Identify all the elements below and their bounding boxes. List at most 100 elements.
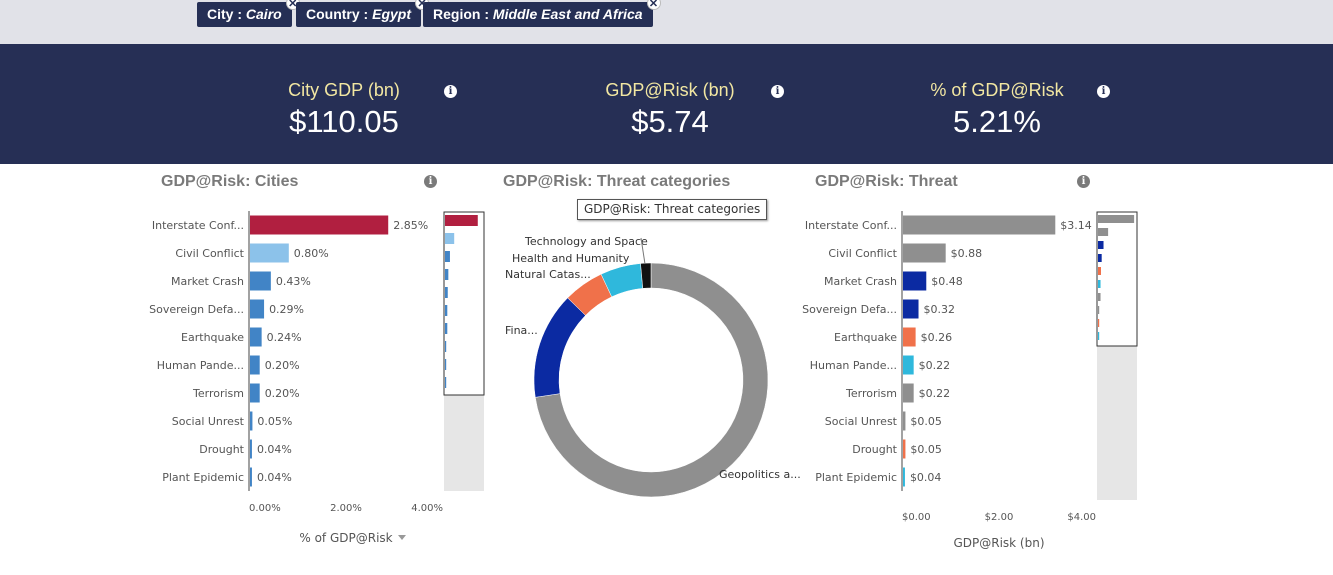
info-icon[interactable]: i — [444, 85, 457, 98]
slice-label: Health and Humanity — [512, 252, 630, 265]
filter-chip-city[interactable]: City : Cairo ✕ — [197, 0, 300, 27]
minimap-bar — [445, 341, 447, 352]
cities-panel-title: GDP@Risk: Cities — [161, 173, 299, 190]
minimap-bar — [1098, 332, 1100, 340]
x-axis-label: % of GDP@Risk — [299, 531, 392, 545]
data-label: 0.20% — [265, 359, 300, 372]
category-label: Drought — [852, 443, 897, 456]
data-label: $0.48 — [931, 275, 963, 288]
bar[interactable] — [903, 355, 914, 375]
minimap-bar — [445, 359, 447, 370]
data-label: $0.05 — [910, 415, 942, 428]
slice-label: Natural Catas... — [505, 268, 591, 281]
bar[interactable] — [903, 411, 906, 431]
threat-categories-donut-chart: Geopolitics a... Fina... Natural Catas... H… — [505, 235, 801, 498]
threat-panel-title: GDP@Risk: Threat — [815, 173, 958, 190]
bar[interactable] — [250, 467, 252, 487]
bar[interactable] — [903, 271, 927, 291]
kpi-label: City GDP (bn) — [288, 80, 400, 100]
donut-slice[interactable] — [535, 262, 769, 498]
chart-tooltip: GDP@Risk: Threat categories — [577, 199, 768, 220]
bar[interactable] — [250, 243, 289, 263]
filter-value: Egypt — [372, 6, 412, 22]
donut-slice[interactable] — [533, 297, 586, 398]
category-label: Human Pande... — [157, 359, 244, 372]
data-label: 0.29% — [269, 303, 304, 316]
filter-bar: City : Cairo ✕ Country : Egypt ✕ Region … — [0, 0, 1333, 44]
x-tick-label: $4.00 — [1067, 512, 1096, 523]
minimap-bar — [1098, 319, 1100, 327]
bar[interactable] — [250, 271, 271, 291]
filter-chip-country[interactable]: Country : Egypt ✕ — [296, 0, 430, 27]
kpi-value: 5.21% — [953, 104, 1041, 139]
chevron-down-icon[interactable] — [398, 535, 406, 540]
filter-key: Country — [306, 6, 360, 22]
minimap-bar — [445, 323, 448, 334]
bar[interactable] — [903, 215, 1056, 235]
minimap-bar — [1098, 267, 1101, 275]
remove-filter-icon[interactable]: ✕ — [646, 0, 661, 10]
bar[interactable] — [903, 439, 906, 459]
slice-label: Technology and Space — [524, 235, 648, 248]
data-label: 0.24% — [267, 331, 302, 344]
data-label: $0.32 — [924, 303, 956, 316]
minimap-bar — [1098, 306, 1100, 314]
info-icon[interactable]: i — [1097, 85, 1110, 98]
data-label: $0.22 — [919, 359, 951, 372]
donut-slice[interactable] — [640, 262, 652, 289]
bar[interactable] — [903, 243, 946, 263]
info-icon[interactable]: i — [1077, 175, 1090, 188]
filter-value: Middle East and Africa — [492, 6, 643, 22]
bar[interactable] — [250, 215, 389, 235]
minimap-bar — [1098, 280, 1101, 288]
category-label: Market Crash — [824, 275, 897, 288]
bar[interactable] — [250, 439, 252, 459]
filter-chip-region[interactable]: Region : Middle East and Africa ✕ — [423, 0, 661, 27]
filter-value: Cairo — [245, 6, 282, 22]
kpi-label: GDP@Risk (bn) — [605, 80, 735, 100]
data-label: 0.80% — [294, 247, 329, 260]
info-icon[interactable]: i — [771, 85, 784, 98]
category-label: Human Pande... — [810, 359, 897, 372]
cities-bar-chart: Interstate Conf... 2.85% Civil Conflict 0.8… — [149, 211, 485, 545]
data-label: $3.14 — [1060, 219, 1092, 232]
threat-categories-panel-title: GDP@Risk: Threat categories — [503, 173, 731, 190]
data-label: 0.05% — [257, 415, 292, 428]
minimap-bar — [445, 287, 448, 298]
kpi-bar: City GDP (bn) $110.05 i GDP@Risk (bn) $5… — [0, 44, 1333, 164]
category-label: Social Unrest — [172, 415, 245, 428]
category-label: Civil Conflict — [828, 247, 897, 260]
bar[interactable] — [250, 383, 260, 403]
category-label: Earthquake — [181, 331, 244, 344]
bar[interactable] — [250, 327, 262, 347]
data-label: $0.05 — [910, 443, 942, 456]
bar[interactable] — [903, 299, 919, 319]
x-tick-label: $0.00 — [902, 512, 931, 523]
x-tick-label: 4.00% — [411, 503, 443, 514]
data-label: 0.04% — [257, 443, 292, 456]
minimap-bar — [445, 251, 450, 262]
minimap-bar — [445, 233, 455, 244]
threat-bar-chart: Interstate Conf... $3.14 Civil Conflict $0.… — [802, 211, 1138, 550]
bar[interactable] — [903, 327, 916, 347]
x-tick-label: 2.00% — [330, 503, 362, 514]
kpi-value: $5.74 — [631, 104, 709, 139]
bar[interactable] — [250, 355, 260, 375]
minimap-bar — [1098, 254, 1102, 262]
data-label: 0.20% — [265, 387, 300, 400]
category-label: Plant Epidemic — [815, 471, 897, 484]
bar[interactable] — [250, 299, 265, 319]
x-tick-label: 0.00% — [249, 503, 281, 514]
data-label: $0.26 — [921, 331, 953, 344]
data-label: 2.85% — [393, 219, 428, 232]
data-label: $0.22 — [919, 387, 951, 400]
data-label: 0.43% — [276, 275, 311, 288]
bar[interactable] — [903, 467, 905, 487]
bar[interactable] — [903, 383, 914, 403]
category-label: Sovereign Defa... — [149, 303, 244, 316]
info-icon[interactable]: i — [424, 175, 437, 188]
category-label: Interstate Conf... — [152, 219, 244, 232]
bar[interactable] — [250, 411, 253, 431]
kpi-label: % of GDP@Risk — [930, 80, 1064, 100]
filter-key: Region — [433, 6, 481, 22]
